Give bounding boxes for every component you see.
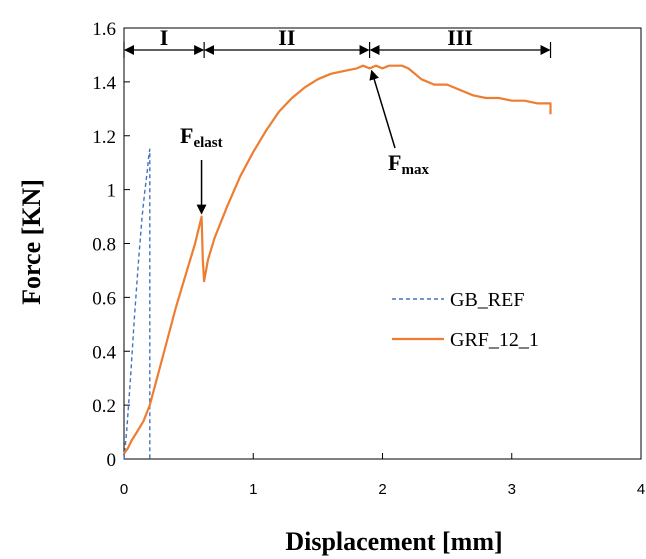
annotation-subscript: max	[401, 162, 429, 178]
series-line-gb-ref	[123, 148, 151, 460]
x-tick-label: 3	[508, 481, 516, 498]
region-label-I: I	[160, 25, 169, 50]
y-tick-label: 0.6	[92, 288, 116, 309]
annotation-f-max: Fmax	[388, 150, 429, 178]
x-tick-label: 1	[249, 481, 257, 498]
y-tick-label: 1.4	[92, 73, 116, 94]
y-axis-title: Force [KN]	[17, 179, 46, 305]
x-axis-title: Displacement [mm]	[285, 527, 502, 556]
x-tick-label: 4	[637, 481, 645, 498]
plot-layer: 0 0.2 0.4 0.6 0.8 1 1.2 1.4 1.6 0 1 2 3 4	[92, 19, 645, 498]
y-tick-label: 0.8	[92, 235, 116, 256]
y-tick-label: 0.4	[92, 342, 116, 363]
y-tick-label: 1.2	[92, 127, 116, 148]
region-label-II: II	[278, 25, 295, 50]
x-tick-label: 0	[120, 481, 128, 498]
y-tick-label: 1.6	[92, 19, 116, 40]
annotation-arrow-f-max	[369, 69, 396, 149]
annotation-main: F	[180, 123, 193, 148]
series-line-grf-12-1	[123, 64, 552, 455]
region-label-III: III	[447, 25, 473, 50]
series-layer	[123, 64, 552, 460]
legend-label-grf-12-1: GRF_12_1	[450, 329, 539, 351]
annotation-main: F	[388, 150, 401, 175]
legend-label-gb-ref: GB_REF	[450, 289, 524, 311]
y-tick-label: 0.2	[92, 396, 116, 417]
annotation-subscript: elast	[193, 135, 222, 151]
y-tick-label: 0	[107, 450, 117, 471]
y-tick-label: 1	[107, 181, 117, 202]
annotation-f-elast: Felast	[180, 123, 223, 151]
legend: GB_REF GRF_12_1	[392, 289, 539, 351]
x-tick-label: 2	[378, 481, 386, 498]
